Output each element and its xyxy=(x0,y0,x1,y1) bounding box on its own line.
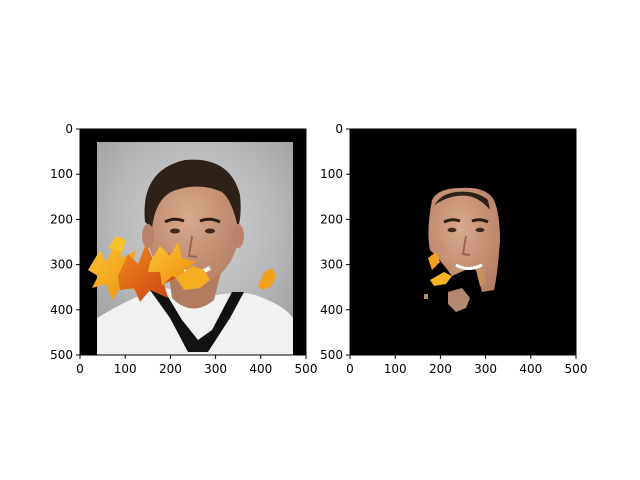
right-image xyxy=(350,129,576,355)
right-x-tick-label: 400 xyxy=(519,362,542,376)
right-y-tick-label: 0 xyxy=(335,122,343,136)
left-y-tick-label: 300 xyxy=(50,258,73,272)
right-axes-frame xyxy=(349,128,577,356)
right-y-tick-label: 200 xyxy=(320,212,343,226)
right-y-tick-label: 500 xyxy=(320,348,343,362)
left-y-tick-label: 100 xyxy=(50,167,73,181)
leaves-overlay xyxy=(88,236,276,302)
left-x-tick-label: 0 xyxy=(76,362,84,376)
right-x-tick-label: 200 xyxy=(429,362,452,376)
right-x-tick-label: 500 xyxy=(565,362,588,376)
left-y-tick-label: 400 xyxy=(50,303,73,317)
left-y-tick-label: 200 xyxy=(50,212,73,226)
right-x-tick-label: 100 xyxy=(384,362,407,376)
right-y-tick-label: 400 xyxy=(320,303,343,317)
left-image xyxy=(80,129,306,355)
left-x-tick-label: 500 xyxy=(295,362,318,376)
left-x-tick-label: 300 xyxy=(204,362,227,376)
left-y-tick-label: 0 xyxy=(65,122,73,136)
left-y-tick-label: 500 xyxy=(50,348,73,362)
right-y-tick-label: 100 xyxy=(320,167,343,181)
left-x-tick-label: 400 xyxy=(249,362,272,376)
left-x-tick-label: 100 xyxy=(114,362,137,376)
left-x-tick-label: 200 xyxy=(159,362,182,376)
shirt xyxy=(97,288,293,355)
shirt-collar xyxy=(150,290,244,352)
right-x-tick-label: 300 xyxy=(474,362,497,376)
left-axes-frame xyxy=(79,128,307,356)
right-y-tick-label: 300 xyxy=(320,258,343,272)
hair xyxy=(144,159,241,228)
right-x-tick-label: 0 xyxy=(346,362,354,376)
